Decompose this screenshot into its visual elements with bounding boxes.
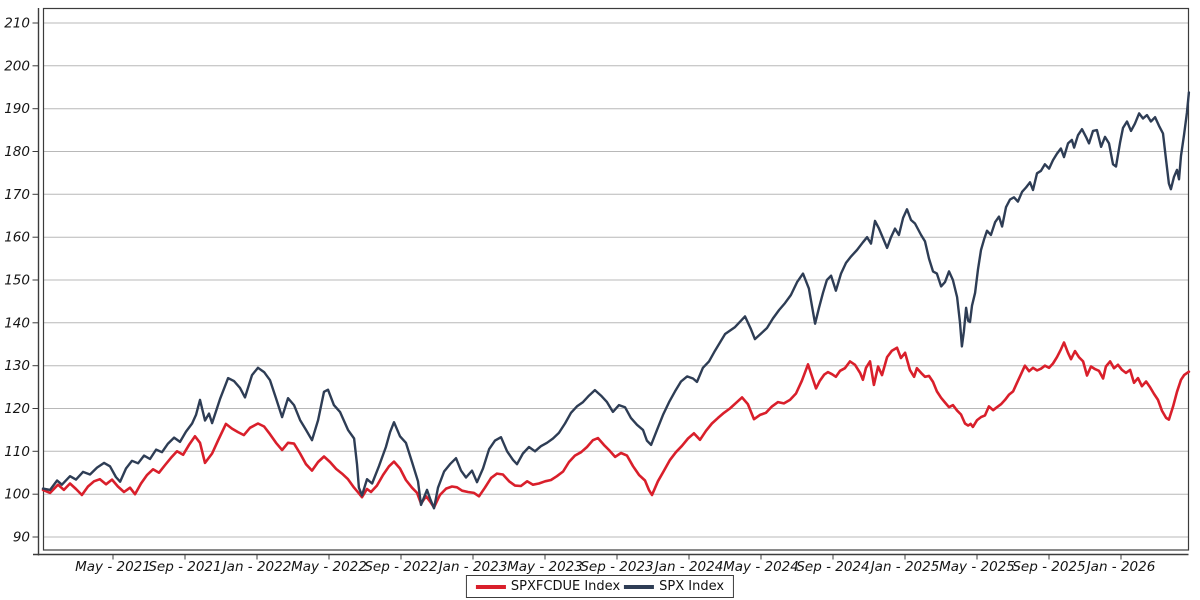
plot-frame [42, 7, 1190, 551]
legend: SPXFCDUE Index SPX Index [465, 575, 735, 598]
x-tick-label: Jan - 2025 [868, 559, 940, 575]
y-tick-label: 150 [4, 273, 30, 289]
y-tick-label: 180 [4, 144, 30, 160]
x-tick-label: May - 2022 [291, 559, 367, 575]
x-tick-label: May - 2025 [939, 559, 1015, 575]
x-tick-label: Jan - 2023 [436, 559, 508, 575]
x-tick-label: Jan - 2022 [220, 559, 292, 575]
legend-item-spxfcdue[interactable]: SPXFCDUE Index [475, 579, 621, 594]
y-tick-label: 130 [4, 358, 30, 374]
legend-label-spx: SPX Index [659, 579, 725, 594]
spxfcdue-line-swatch [475, 584, 506, 589]
y-tick-label: 100 [4, 487, 30, 503]
series-line-spxfcdue-index [41, 341, 1191, 509]
x-tick-label: Jan - 2024 [652, 559, 724, 575]
y-tick-label: 120 [4, 401, 30, 417]
y-tick-label: 200 [4, 58, 30, 74]
x-tick-label: Sep - 2024 [796, 559, 869, 575]
y-tick-label: 90 [13, 530, 30, 546]
y-tick-label: 160 [4, 230, 30, 246]
x-tick-label: May - 2021 [75, 559, 151, 575]
series-line-spx-index [41, 91, 1191, 510]
y-tick-label: 170 [4, 187, 30, 203]
legend-label-spxfcdue: SPXFCDUE Index [510, 579, 621, 594]
legend-item-spx[interactable]: SPX Index [624, 579, 724, 594]
x-tick-label: Sep - 2025 [1012, 559, 1085, 575]
x-tick-label: May - 2024 [723, 559, 799, 575]
y-tick-label: 210 [4, 16, 30, 32]
x-tick-label: Sep - 2023 [580, 559, 653, 575]
x-tick-label: Sep - 2022 [364, 559, 437, 575]
y-tick-label: 140 [4, 315, 30, 331]
y-tick-label: 190 [4, 101, 30, 117]
x-tick-label: May - 2023 [507, 559, 583, 575]
x-tick-label: Jan - 2026 [1084, 559, 1156, 575]
y-tick-label: 110 [4, 444, 30, 460]
spx-line-swatch [624, 584, 655, 589]
x-tick-label: Sep - 2021 [148, 559, 221, 575]
